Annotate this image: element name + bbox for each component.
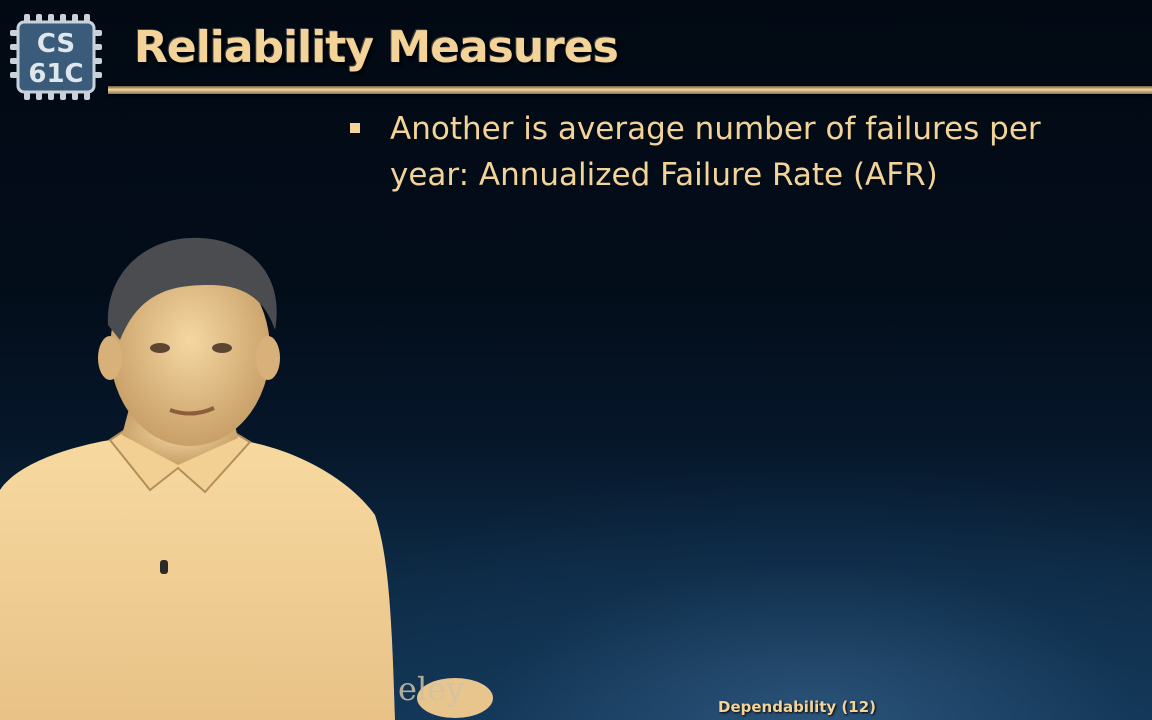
bullet-list: Another is average number of failures pe… xyxy=(350,106,1140,198)
bullet-line-1: Another is average number of failures pe… xyxy=(390,111,1041,147)
slide-footer: Dependability (12) xyxy=(718,698,876,716)
slide-title: Reliability Measures xyxy=(134,22,619,73)
title-underline xyxy=(108,86,1152,94)
bullet-item: Another is average number of failures pe… xyxy=(350,106,1140,198)
bullet-square-icon xyxy=(350,123,360,133)
berkeley-watermark: eley xyxy=(398,670,465,708)
presenter-video xyxy=(0,237,493,720)
cs61c-chip-logo: CS 61C xyxy=(10,14,102,100)
logo-text-cs: CS xyxy=(37,29,75,59)
bullet-line-2: year: Annualized Failure Rate (AFR) xyxy=(390,157,938,193)
logo-text-61c: 61C xyxy=(28,59,83,89)
background-glow xyxy=(300,470,1152,720)
